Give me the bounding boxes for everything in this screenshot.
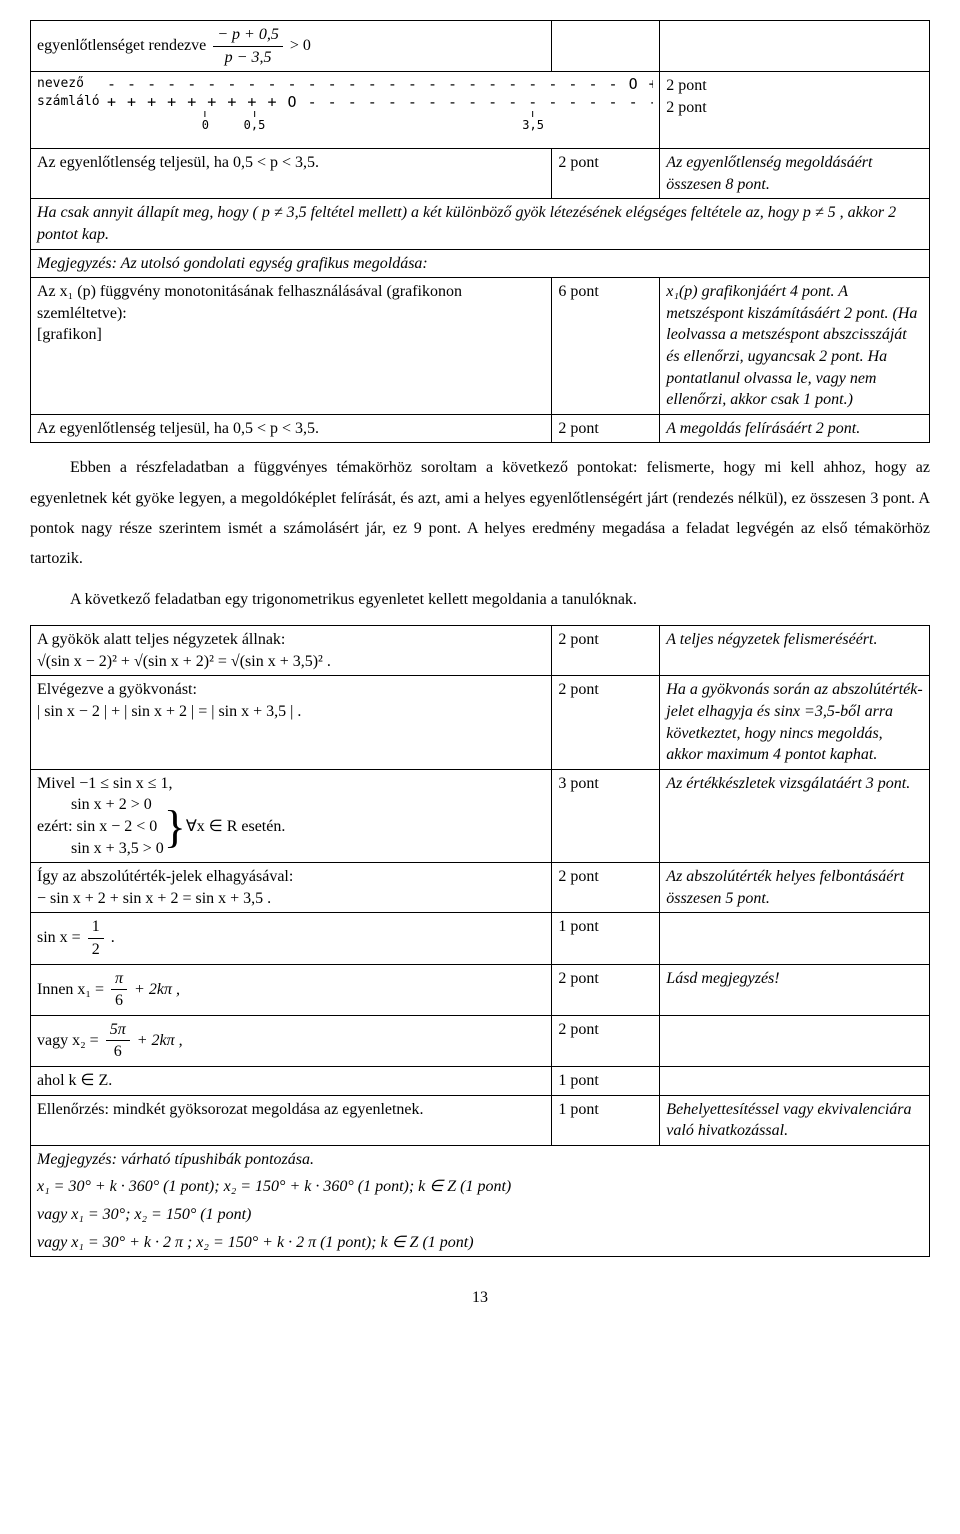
points: 1 pont	[552, 1066, 660, 1095]
number-line: nevező - - - - - - - - - - - - - - - - -…	[37, 75, 653, 145]
tick-35: 3,5	[522, 118, 544, 132]
equation: vagy x₁ = 30°; x₂ = 150° (1 pont)	[37, 1204, 923, 1226]
equation: sin x − 2 < 0	[77, 818, 158, 835]
frac-den: p − 3,5	[213, 47, 283, 69]
text: .	[111, 929, 115, 946]
paragraph: Ebben a részfeladatban a függvényes téma…	[30, 453, 930, 575]
numline-label-bot: számláló	[37, 93, 107, 111]
note: Ha a gyökvonás során az abszolútérték-je…	[660, 676, 930, 769]
points: 3 pont	[552, 769, 660, 862]
text: egyenlőtlenséget rendezve	[37, 37, 210, 54]
points: 2 pont	[552, 149, 660, 199]
text: ahol k ∈ Z.	[31, 1066, 552, 1095]
points: 2 pont	[552, 863, 660, 913]
equation: + 2kπ ,	[137, 1032, 183, 1049]
points: 2 pont	[552, 964, 660, 1015]
page-number: 13	[30, 1287, 930, 1309]
points: 1 pont	[552, 1095, 660, 1145]
text: Az x₁ (p) függvény monotonitásának felha…	[31, 278, 552, 415]
equation: vagy x₁ = 30° + k · 2 π ; x₂ = 150° + k …	[37, 1232, 923, 1254]
text: Ellenőrzés: mindkét gyöksorozat megoldás…	[31, 1095, 552, 1145]
text: Mivel −1 ≤ sin x ≤ 1,	[37, 773, 545, 795]
note: Lásd megjegyzés!	[660, 964, 930, 1015]
frac-num: 5π	[106, 1019, 130, 1042]
text: > 0	[290, 37, 311, 54]
text: A gyökök alatt teljes négyzetek állnak:	[37, 629, 545, 651]
points: 2 pont	[666, 97, 923, 119]
note: x₁(p) grafikonjáért 4 pont. A metszéspon…	[660, 278, 930, 415]
note: Ha csak annyit állapít meg, hogy ( p ≠ 3…	[31, 199, 930, 249]
note: Az abszolútérték helyes felbontásáért ös…	[660, 863, 930, 913]
text: Elvégezve a gyökvonást:	[37, 679, 545, 701]
note: Behelyettesítéssel vagy ekvivalenciára v…	[660, 1095, 930, 1145]
note: A megoldás felírásáért 2 pont.	[660, 414, 930, 443]
numline-label-top: nevező	[37, 75, 107, 93]
fraction: 5π 6	[106, 1019, 130, 1063]
frac-num: 1	[88, 916, 104, 939]
equation: − sin x + 2 + sin x + 2 = sin x + 3,5 .	[37, 888, 545, 910]
numline-pattern-bot: + + + + + + + + + O - - - - - - - - - - …	[107, 92, 653, 112]
points: 2 pont	[552, 414, 660, 443]
frac-num: − p + 0,5	[213, 24, 283, 47]
note: A teljes négyzetek felismeréséért.	[660, 626, 930, 676]
table-ineq: egyenlőtlenséget rendezve − p + 0,5 p − …	[30, 20, 930, 443]
equation: sin x + 3,5 > 0	[37, 838, 164, 860]
text: ∀x ∈ R esetén.	[186, 816, 286, 838]
frac-den: 6	[106, 1041, 130, 1063]
table-trig: A gyökök alatt teljes négyzetek állnak: …	[30, 625, 930, 1257]
text: Innen x₁ =	[37, 980, 108, 997]
tick-0: 0	[202, 118, 209, 132]
text: vagy x₂ =	[37, 1032, 103, 1049]
points: 1 pont	[552, 913, 660, 964]
note: Megjegyzés: Az utolsó gondolati egység g…	[31, 249, 930, 278]
note: Megjegyzés: várható típushibák pontozása…	[37, 1149, 923, 1171]
text: ezért:	[37, 818, 77, 835]
points: 2 pont	[552, 626, 660, 676]
equation: √(sin x − 2)² + √(sin x + 2)² = √(sin x …	[37, 651, 545, 673]
points: 2 pont	[666, 75, 923, 97]
fraction: − p + 0,5 p − 3,5	[213, 24, 283, 68]
equation: x₁ = 30° + k · 360° (1 pont); x₂ = 150° …	[37, 1176, 923, 1198]
frac-den: 6	[111, 990, 127, 1012]
frac-den: 2	[88, 939, 104, 961]
fraction: π 6	[111, 968, 127, 1012]
points: 2 pont	[552, 676, 660, 769]
paragraph: A következő feladatban egy trigonometrik…	[30, 585, 930, 615]
points: 6 pont	[552, 278, 660, 415]
text: sin x =	[37, 929, 85, 946]
note: Az egyenlőtlenség megoldásáért összesen …	[660, 149, 930, 199]
equation: + 2kπ ,	[134, 980, 180, 997]
frac-num: π	[111, 968, 127, 991]
text: Így az abszolútérték-jelek elhagyásával:	[37, 866, 545, 888]
fraction: 1 2	[88, 916, 104, 960]
brace-icon: }	[164, 806, 186, 847]
note: Az értékkészletek vizsgálatáért 3 pont.	[660, 769, 930, 862]
equation: | sin x − 2 | + | sin x + 2 | = | sin x …	[37, 701, 545, 723]
text: Az egyenlőtlenség teljesül, ha 0,5 < p <…	[31, 149, 552, 199]
points: 2 pont	[552, 1015, 660, 1066]
tick-05: 0,5	[244, 118, 266, 132]
equation: sin x + 2 > 0	[37, 794, 164, 816]
text: Az egyenlőtlenség teljesül, ha 0,5 < p <…	[31, 414, 552, 443]
